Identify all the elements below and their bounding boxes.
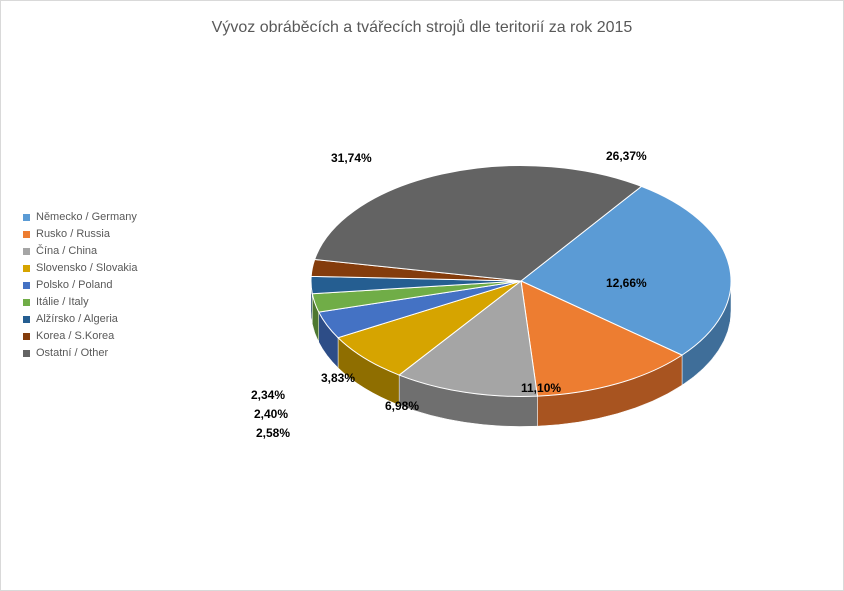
legend-label: Polsko / Poland (36, 279, 112, 291)
chart-container: Vývoz obráběcích a tvářecích strojů dle … (0, 0, 844, 591)
legend-item: Rusko / Russia (23, 228, 138, 240)
legend-item: Korea / S.Korea (23, 330, 138, 342)
legend-swatch (23, 350, 30, 357)
legend-swatch (23, 265, 30, 272)
data-label: 6,98% (385, 399, 419, 413)
data-label: 3,83% (321, 371, 355, 385)
legend-label: Slovensko / Slovakia (36, 262, 138, 274)
legend-label: Alžírsko / Algeria (36, 313, 118, 325)
pie-svg (301, 131, 741, 491)
legend-swatch (23, 333, 30, 340)
legend-item: Itálie / Italy (23, 296, 138, 308)
legend-label: Rusko / Russia (36, 228, 110, 240)
legend-swatch (23, 214, 30, 221)
data-label: 31,74% (331, 151, 372, 165)
data-label: 2,58% (256, 426, 290, 440)
data-label: 26,37% (606, 149, 647, 163)
legend-item: Ostatní / Other (23, 347, 138, 359)
chart-title: Vývoz obráběcích a tvářecích strojů dle … (1, 19, 843, 37)
legend-item: Alžírsko / Algeria (23, 313, 138, 325)
legend-item: Polsko / Poland (23, 279, 138, 291)
legend-swatch (23, 299, 30, 306)
legend-label: Čína / China (36, 245, 97, 257)
pie-chart (301, 131, 741, 461)
legend-label: Ostatní / Other (36, 347, 108, 359)
legend-swatch (23, 248, 30, 255)
data-label: 2,40% (254, 407, 288, 421)
legend-label: Německo / Germany (36, 211, 137, 223)
data-label: 11,10% (521, 381, 561, 395)
data-label: 2,34% (251, 388, 285, 402)
legend-label: Itálie / Italy (36, 296, 89, 308)
legend-item: Čína / China (23, 245, 138, 257)
legend-item: Slovensko / Slovakia (23, 262, 138, 274)
legend-swatch (23, 282, 30, 289)
data-label: 12,66% (606, 276, 647, 290)
legend-label: Korea / S.Korea (36, 330, 114, 342)
legend-swatch (23, 231, 30, 238)
legend-item: Německo / Germany (23, 211, 138, 223)
legend: Německo / Germany Rusko / Russia Čína / Ch… (23, 206, 138, 364)
legend-swatch (23, 316, 30, 323)
